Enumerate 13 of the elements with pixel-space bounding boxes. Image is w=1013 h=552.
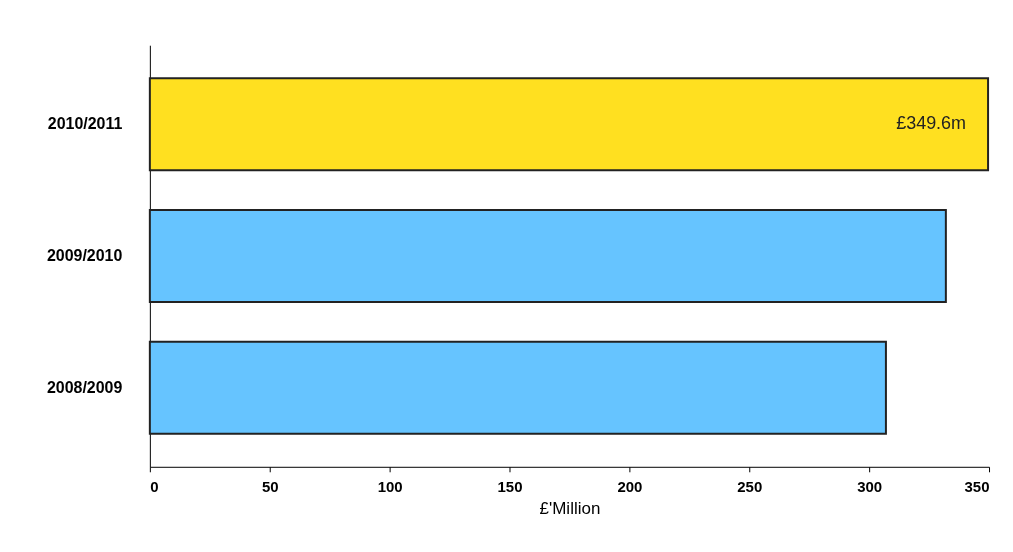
y-tick-label: 2009/2010 [46,247,123,264]
x-tick-label: 200 [617,478,643,496]
y-tick-label: 2010/2011 [47,115,123,133]
x-tick-label: 100 [377,478,403,496]
x-tick-label: 150 [497,478,523,496]
x-tick-label: 0 [150,478,159,496]
x-axis-title: £'Million [539,499,601,519]
x-tick-label: 250 [737,478,763,496]
x-tick-label: 350 [964,478,990,496]
x-tick-label: 50 [261,478,279,496]
data-label: £349.6m [896,113,967,134]
y-tick-label: 2008/2009 [46,378,123,396]
x-tick-label: 300 [857,478,883,496]
